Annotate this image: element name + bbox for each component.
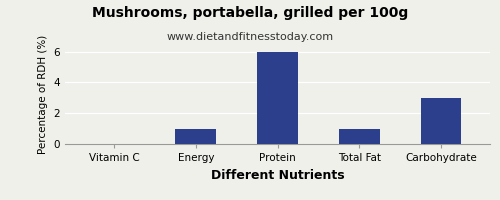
Y-axis label: Percentage of RDH (%): Percentage of RDH (%) (38, 34, 48, 154)
X-axis label: Different Nutrients: Different Nutrients (210, 169, 344, 182)
Bar (176, 129, 216, 144)
Bar (339, 129, 380, 144)
Text: Mushrooms, portabella, grilled per 100g: Mushrooms, portabella, grilled per 100g (92, 6, 408, 20)
Text: www.dietandfitnesstoday.com: www.dietandfitnesstoday.com (166, 32, 334, 42)
Bar (257, 52, 298, 144)
Bar (420, 98, 462, 144)
